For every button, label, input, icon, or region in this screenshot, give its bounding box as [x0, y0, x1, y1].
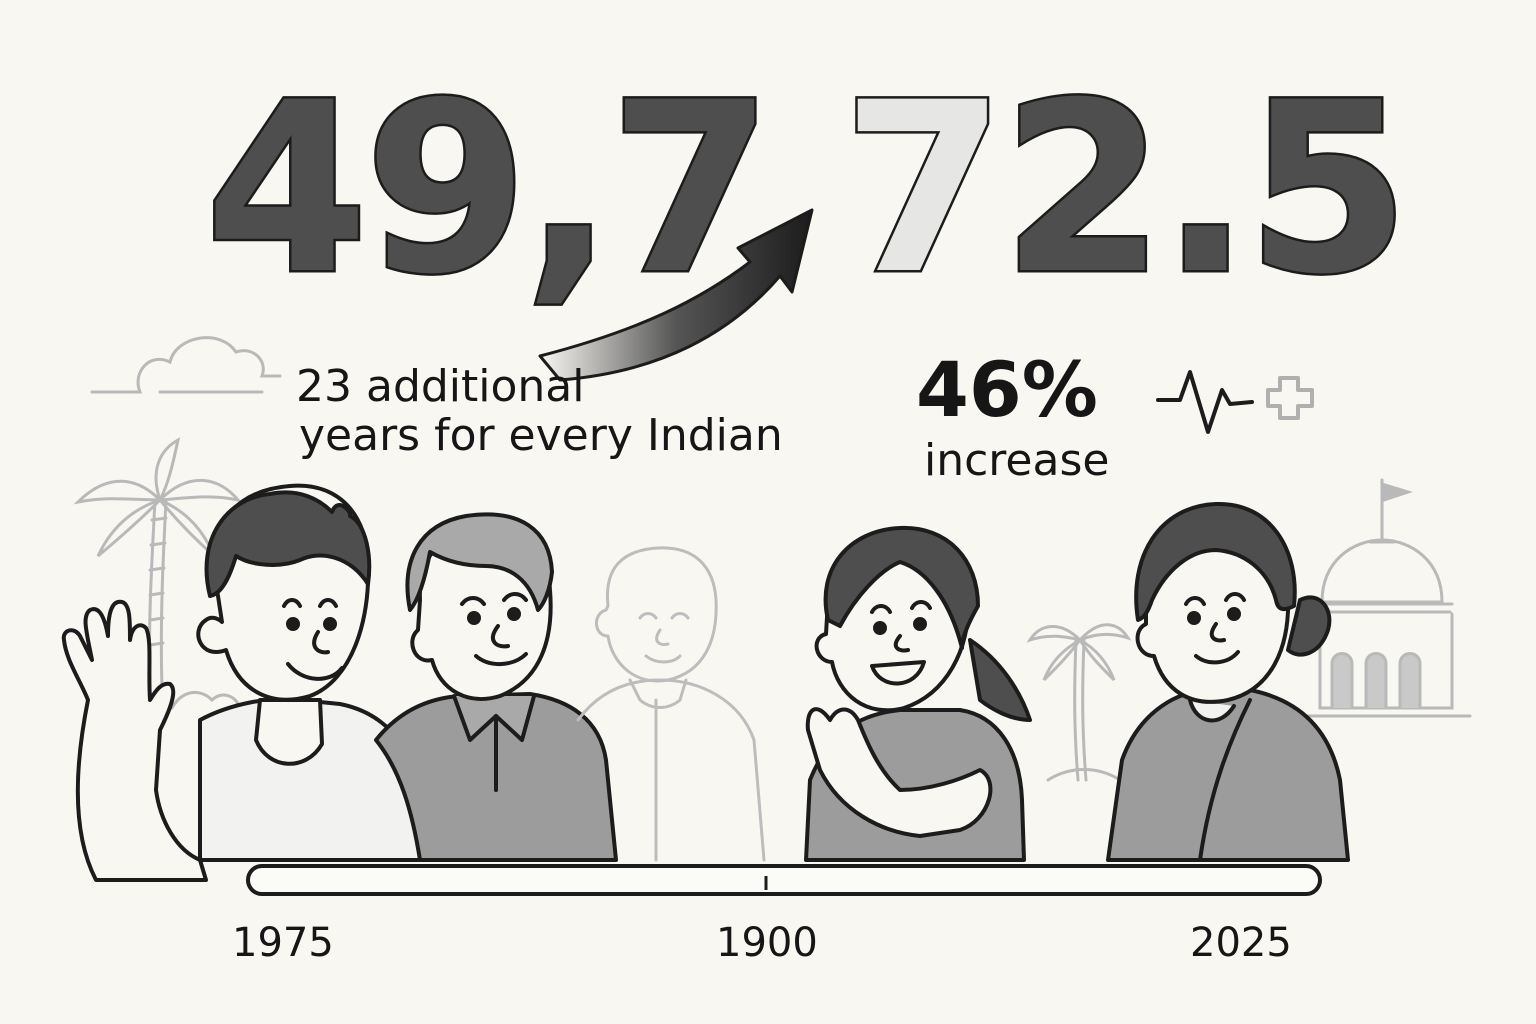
timeline-label-middle: 1900 [716, 920, 818, 966]
cloud-icon [90, 336, 282, 394]
timeline-label-end: 2025 [1190, 920, 1292, 966]
palm-tree-icon [1026, 623, 1132, 782]
timeline-bar [246, 864, 1322, 896]
life-expectancy-end: 72.5 [840, 70, 1413, 310]
life-expectancy-start: 49,7 [203, 53, 776, 326]
person-waving-man [61, 483, 426, 882]
heartbeat-icon [1156, 370, 1254, 434]
medical-cross-icon [1266, 376, 1314, 420]
temple-dome-icon [1300, 478, 1472, 718]
life-expectancy-end-first-digit: 7 [840, 53, 1008, 326]
caption-line-2: years for every Indian [299, 410, 783, 462]
person-young-woman [804, 525, 1032, 862]
person-older-man [374, 512, 618, 862]
timeline-label-start: 1975 [232, 920, 334, 966]
arrow-up-right-icon [538, 208, 814, 382]
person-woman-saree [1106, 501, 1350, 862]
percent-increase-label: increase [924, 435, 1110, 486]
life-expectancy-end-rest: 2.5 [999, 53, 1412, 326]
caption-line-1: 23 additional [296, 361, 585, 412]
palm-tree-icon [73, 437, 242, 712]
additional-years-caption: 23 additional years for every Indian [296, 362, 783, 461]
person-faded-elder [576, 546, 766, 862]
percent-increase-value: 46% [916, 345, 1098, 434]
